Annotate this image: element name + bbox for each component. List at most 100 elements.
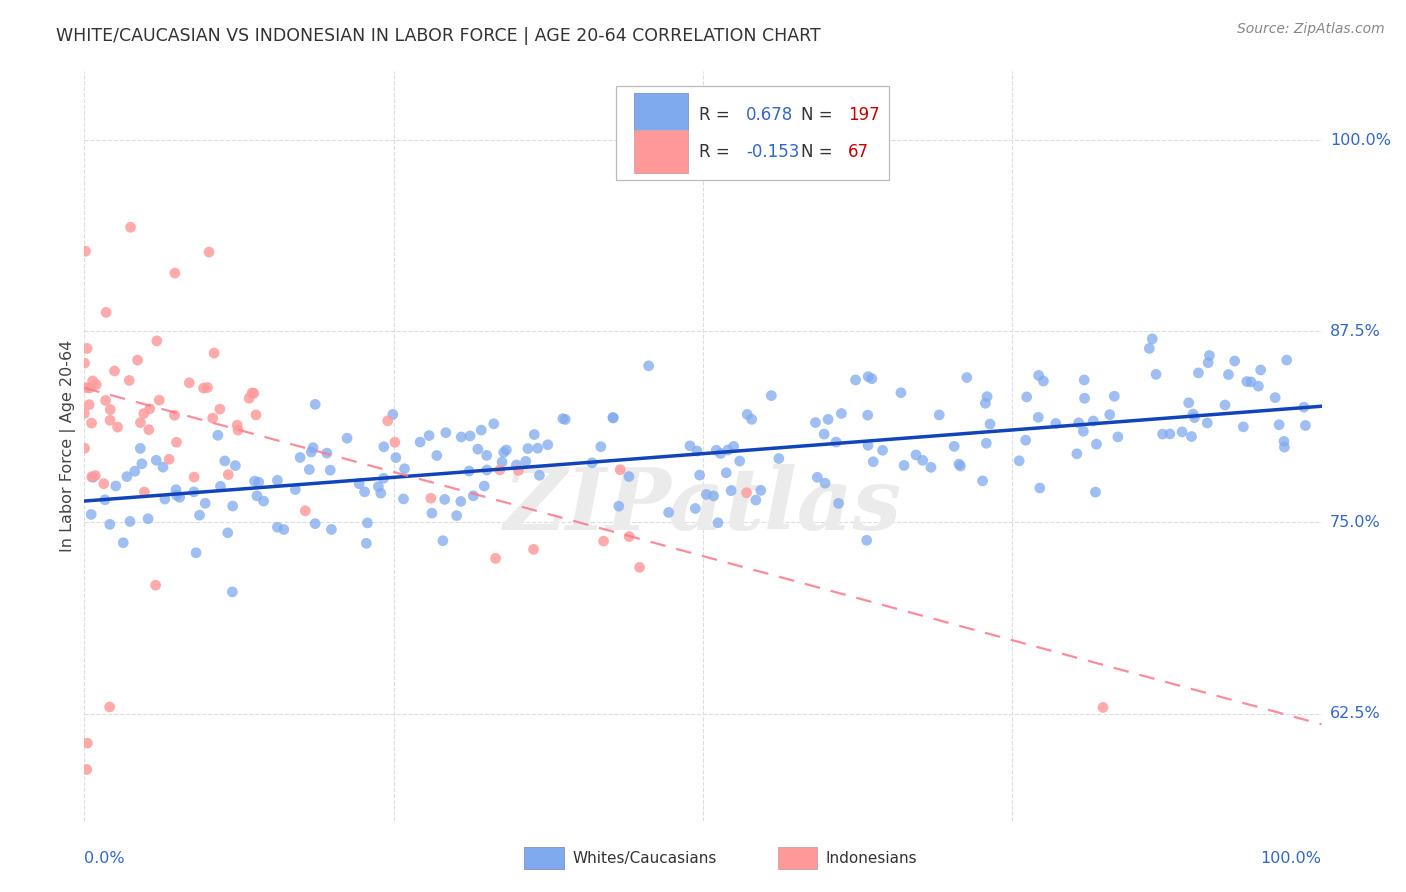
Point (1152, 427, 1174, 442)
Point (226, 423, 249, 437)
Point (1187, 366, 1209, 380)
Point (148, 393, 170, 408)
Point (872, 443, 894, 458)
Point (830, 407, 852, 421)
Point (73, 406, 96, 420)
Point (609, 463, 631, 477)
Point (482, 417, 505, 431)
Point (243, 386, 266, 401)
Point (1098, 408, 1121, 422)
Point (920, 460, 942, 475)
Point (825, 435, 848, 450)
Point (273, 523, 295, 537)
Point (377, 414, 399, 428)
Point (98, 517, 121, 532)
Point (948, 457, 970, 471)
Point (118, 374, 141, 388)
Point (589, 440, 612, 454)
Point (433, 492, 456, 507)
Point (515, 454, 537, 468)
Point (1142, 332, 1164, 346)
Point (107, 420, 129, 434)
Point (82, 470, 104, 484)
Y-axis label: In Labor Force | Age 20-64: In Labor Force | Age 20-64 (60, 340, 76, 552)
Point (1137, 342, 1160, 356)
Point (420, 506, 443, 520)
Point (728, 454, 751, 468)
Point (1159, 426, 1181, 441)
Point (392, 491, 415, 506)
Point (1073, 425, 1095, 439)
Point (315, 446, 337, 460)
Point (183, 470, 205, 484)
Point (943, 439, 966, 453)
Text: R =: R = (699, 143, 735, 161)
Point (356, 516, 378, 530)
Point (484, 551, 506, 566)
Point (1177, 396, 1199, 410)
Point (1091, 700, 1114, 714)
Point (304, 397, 326, 411)
Text: 87.5%: 87.5% (1330, 324, 1381, 339)
Point (79, 381, 101, 395)
Point (336, 431, 359, 445)
Point (73, 356, 96, 370)
Point (717, 443, 740, 458)
Point (1014, 433, 1036, 447)
FancyBboxPatch shape (634, 130, 688, 173)
Point (94, 305, 117, 319)
Point (152, 460, 174, 475)
Point (450, 430, 472, 444)
Point (679, 439, 702, 453)
Point (856, 438, 879, 452)
Point (120, 220, 142, 235)
Point (93, 476, 115, 491)
Point (299, 445, 322, 459)
Text: ZIPatlas: ZIPatlas (503, 464, 903, 548)
Point (385, 450, 408, 465)
Text: N =: N = (801, 106, 838, 124)
Point (1232, 419, 1254, 434)
Point (145, 578, 167, 592)
Point (197, 380, 219, 394)
Point (432, 533, 454, 548)
Point (592, 534, 614, 549)
Point (529, 468, 551, 483)
Point (163, 266, 186, 280)
Point (298, 462, 321, 476)
Point (855, 533, 877, 548)
Point (1144, 368, 1167, 382)
Text: 62.5%: 62.5% (1330, 706, 1381, 721)
Point (1066, 447, 1088, 461)
Point (768, 451, 790, 466)
Point (928, 408, 950, 422)
Point (1268, 417, 1291, 432)
Point (976, 436, 998, 450)
Point (246, 489, 269, 503)
Point (319, 463, 342, 477)
Point (704, 443, 727, 458)
Point (1292, 400, 1315, 414)
Point (689, 468, 711, 483)
Point (224, 458, 246, 473)
Point (304, 516, 326, 531)
Point (1250, 363, 1272, 377)
Point (1213, 398, 1236, 412)
Point (98, 413, 121, 427)
Point (294, 504, 316, 518)
FancyBboxPatch shape (616, 87, 889, 180)
Point (418, 428, 440, 442)
Text: 0.678: 0.678 (747, 106, 793, 124)
Point (475, 463, 498, 477)
Point (735, 408, 758, 422)
Text: WHITE/CAUCASIAN VS INDONESIAN IN LABOR FORCE | AGE 20-64 CORRELATION CHART: WHITE/CAUCASIAN VS INDONESIAN IN LABOR F… (56, 27, 821, 45)
Point (131, 457, 153, 471)
Point (238, 391, 260, 405)
Point (827, 496, 849, 510)
Point (1272, 434, 1295, 449)
Text: R =: R = (699, 106, 735, 124)
Point (707, 516, 730, 530)
Point (75, 244, 97, 259)
Point (804, 416, 827, 430)
Point (75, 381, 97, 395)
